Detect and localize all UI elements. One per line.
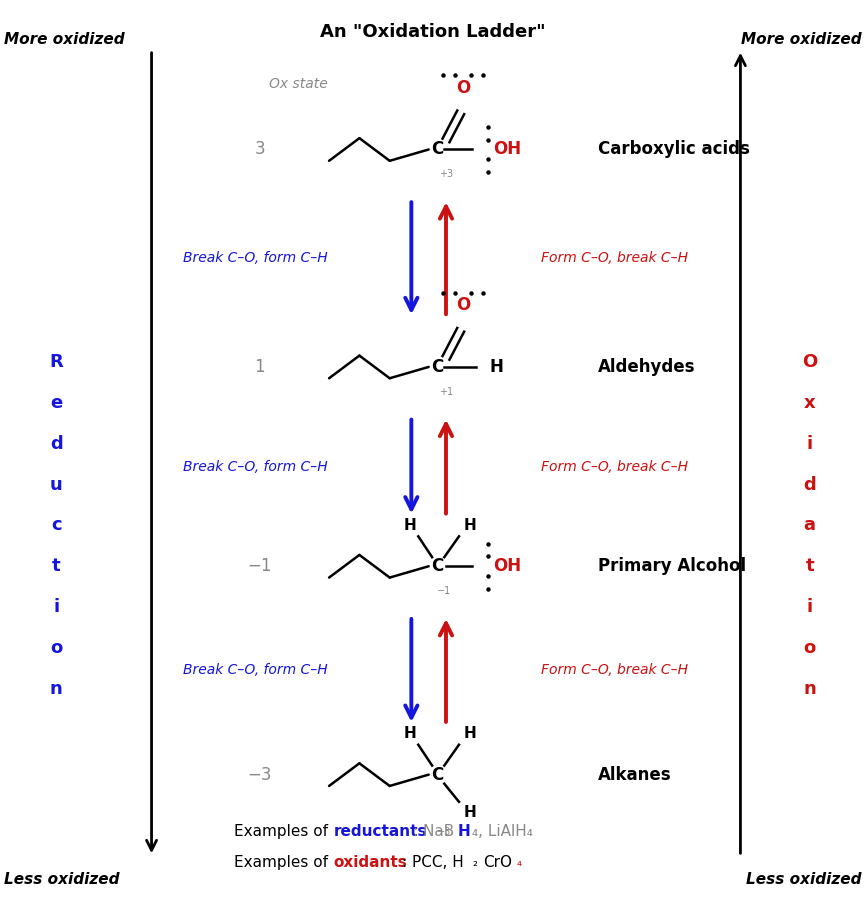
Text: −1: −1 (248, 557, 272, 575)
Text: −1: −1 (437, 586, 451, 596)
Text: : NaB: : NaB (413, 824, 455, 839)
Text: i: i (806, 598, 813, 616)
Text: H: H (489, 358, 503, 376)
Text: oxidants: oxidants (333, 855, 407, 870)
Text: o: o (804, 639, 816, 657)
Text: O: O (456, 296, 470, 314)
Text: t: t (52, 557, 61, 575)
Text: H: H (404, 727, 416, 741)
Text: +3: +3 (439, 169, 453, 179)
Text: i: i (806, 435, 813, 453)
Text: Ox state: Ox state (269, 77, 328, 91)
Text: Aldehydes: Aldehydes (598, 358, 695, 376)
Text: An "Oxidation Ladder": An "Oxidation Ladder" (320, 23, 546, 41)
Text: +1: +1 (439, 387, 453, 397)
Text: : PCC, H: : PCC, H (402, 855, 463, 870)
Text: ₄: ₄ (516, 856, 521, 869)
Text: o: o (50, 639, 62, 657)
Text: More oxidized: More oxidized (741, 32, 862, 47)
Text: Less oxidized: Less oxidized (4, 872, 120, 887)
Text: OH: OH (494, 140, 521, 159)
Text: −3: −3 (248, 766, 272, 784)
Text: Less oxidized: Less oxidized (746, 872, 862, 887)
Text: Examples of: Examples of (234, 855, 333, 870)
Text: i: i (53, 598, 60, 616)
Text: c: c (51, 516, 61, 535)
Text: More oxidized: More oxidized (4, 32, 125, 47)
Text: reductants: reductants (333, 824, 427, 839)
Text: C: C (431, 358, 443, 376)
Text: Carboxylic acids: Carboxylic acids (598, 140, 749, 159)
Text: Alkanes: Alkanes (598, 766, 671, 784)
Text: H: H (464, 805, 476, 820)
Text: Break C–O, form C–H: Break C–O, form C–H (183, 251, 328, 265)
Text: H: H (464, 727, 476, 741)
Text: n: n (50, 680, 62, 698)
Text: H: H (464, 518, 476, 533)
Text: Form C–O, break C–H: Form C–O, break C–H (541, 251, 688, 265)
Text: −3: −3 (437, 827, 451, 837)
Text: t: t (805, 557, 814, 575)
Text: 1: 1 (255, 358, 265, 376)
Text: C: C (431, 140, 443, 159)
Text: d: d (804, 476, 816, 494)
Text: Break C–O, form C–H: Break C–O, form C–H (183, 459, 328, 474)
Text: Primary Alcohol: Primary Alcohol (598, 557, 746, 575)
Text: u: u (50, 476, 62, 494)
Text: x: x (804, 394, 816, 412)
Text: H: H (404, 518, 416, 533)
Text: e: e (50, 394, 62, 412)
Text: d: d (50, 435, 62, 453)
Text: C: C (431, 557, 443, 575)
Text: CrO: CrO (483, 855, 512, 870)
Text: R: R (49, 353, 63, 371)
Text: Examples of: Examples of (234, 824, 333, 839)
Text: C: C (431, 766, 443, 784)
Text: OH: OH (494, 557, 521, 575)
Text: Break C–O, form C–H: Break C–O, form C–H (183, 663, 328, 678)
Text: ₂: ₂ (473, 856, 478, 869)
Text: O: O (456, 79, 470, 97)
Text: H: H (458, 824, 471, 839)
Text: n: n (804, 680, 816, 698)
Text: O: O (802, 353, 818, 371)
Text: Form C–O, break C–H: Form C–O, break C–H (541, 459, 688, 474)
Text: Form C–O, break C–H: Form C–O, break C–H (541, 663, 688, 678)
Text: ₄, LiAlH₄: ₄, LiAlH₄ (472, 824, 533, 839)
Text: 3: 3 (255, 140, 265, 159)
Text: a: a (804, 516, 816, 535)
